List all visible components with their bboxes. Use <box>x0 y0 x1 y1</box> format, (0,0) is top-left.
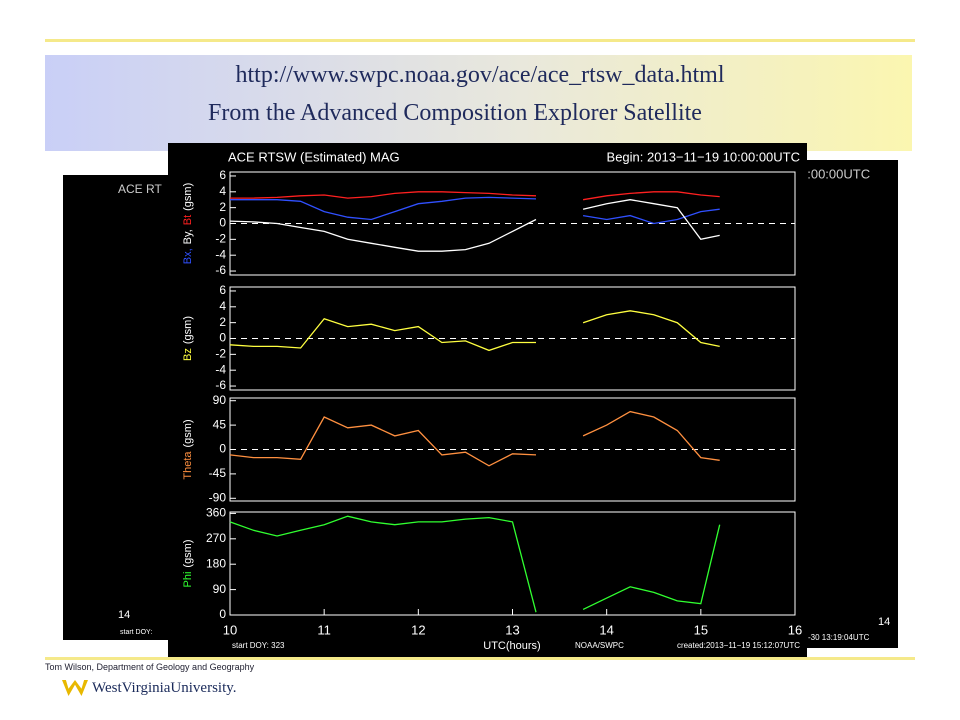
y-tick-label: -4 <box>215 247 226 261</box>
y-tick-label: 2 <box>219 315 226 329</box>
back-doy: start DOY: <box>120 629 152 636</box>
x-tick-label: 16 <box>788 622 802 637</box>
x-label: UTC(hours) <box>483 640 540 652</box>
y-label-part: (gsm) <box>182 316 194 344</box>
y-tick-label: 4 <box>219 299 226 313</box>
y-tick-label: 0 <box>219 607 226 621</box>
series-line <box>229 310 720 352</box>
y-tick-label: -6 <box>215 378 226 392</box>
y-tick-label: -2 <box>215 232 226 246</box>
y-label: Bz (gsm) <box>182 316 194 361</box>
subtitle: From the Advanced Composition Explorer S… <box>208 100 702 126</box>
y-label: Theta (gsm) <box>182 419 194 479</box>
y-tick-label: 4 <box>219 184 226 198</box>
source: NOAA/SWPC <box>575 641 624 650</box>
logo: WestVirginiaUniversity. <box>92 680 237 696</box>
y-tick-label: -2 <box>215 347 226 361</box>
doy: start DOY: 323 <box>232 641 285 650</box>
y-tick-label: 180 <box>206 556 226 570</box>
series-line <box>230 196 720 225</box>
y-tick-label: 270 <box>206 531 226 545</box>
title-box <box>45 55 912 151</box>
x-tick-label: 11 <box>317 622 331 637</box>
y-tick-label: 90 <box>213 393 227 407</box>
created: created:2013−11−19 15:12:07UTC <box>677 641 800 650</box>
url: http://www.swpc.noaa.gov/ace/ace_rtsw_da… <box>235 62 725 88</box>
y-label-part: Bt <box>182 215 194 225</box>
back-created: -30 13:19:04UTC <box>808 633 870 642</box>
footer: Tom Wilson, Department of Geology and Ge… <box>45 662 255 672</box>
y-tick-label: 0 <box>219 216 226 230</box>
panel-title: ACE RTSW (Estimated) MAG <box>228 149 400 164</box>
x-tick-label: 13 <box>505 622 519 637</box>
back-axis: 14 <box>878 616 890 628</box>
y-tick-label: 6 <box>219 283 226 297</box>
y-label: Bx, By, Bt (gsm) <box>182 183 194 265</box>
begin: Begin: 2013−11−19 10:00:00UTC <box>607 149 800 164</box>
series-line <box>229 515 721 613</box>
x-tick-label: 12 <box>411 622 425 637</box>
back-title: ACE RT <box>118 182 162 196</box>
back-begin: 3:00:00UTC <box>800 166 870 181</box>
series-line <box>229 410 720 467</box>
y-label-part: By, <box>182 229 194 244</box>
top-rule <box>45 39 915 42</box>
y-label-part: Phi <box>182 572 194 588</box>
y-tick-label: 0 <box>219 442 226 456</box>
x-tick-label: 14 <box>599 622 613 637</box>
y-label-part: (gsm) <box>182 539 194 567</box>
y-tick-label: 90 <box>213 582 227 596</box>
y-label-part: (gsm) <box>182 419 194 447</box>
series-line <box>229 199 720 252</box>
y-label-part: Bx, <box>182 248 194 264</box>
y-label: Phi (gsm) <box>182 539 194 587</box>
back-axis: 14 <box>118 609 130 621</box>
y-tick-label: 6 <box>219 168 226 182</box>
x-tick-label: 15 <box>694 622 708 637</box>
y-tick-label: -90 <box>209 490 227 504</box>
y-tick-label: 2 <box>219 200 226 214</box>
y-label-part: Theta <box>182 451 194 480</box>
main-panel <box>168 143 807 657</box>
y-tick-label: 0 <box>219 331 226 345</box>
back-panel-right <box>790 160 898 648</box>
y-tick-label: -45 <box>209 466 227 480</box>
y-tick-label: -6 <box>215 263 226 277</box>
y-tick-label: 45 <box>213 417 227 431</box>
y-label-part: (gsm) <box>182 183 194 211</box>
bottom-rule <box>45 657 915 660</box>
series-line <box>230 191 720 201</box>
y-tick-label: -4 <box>215 362 226 376</box>
x-tick-label: 10 <box>223 622 237 637</box>
y-label-part: Bz <box>182 348 194 361</box>
y-tick-label: 360 <box>206 506 226 520</box>
